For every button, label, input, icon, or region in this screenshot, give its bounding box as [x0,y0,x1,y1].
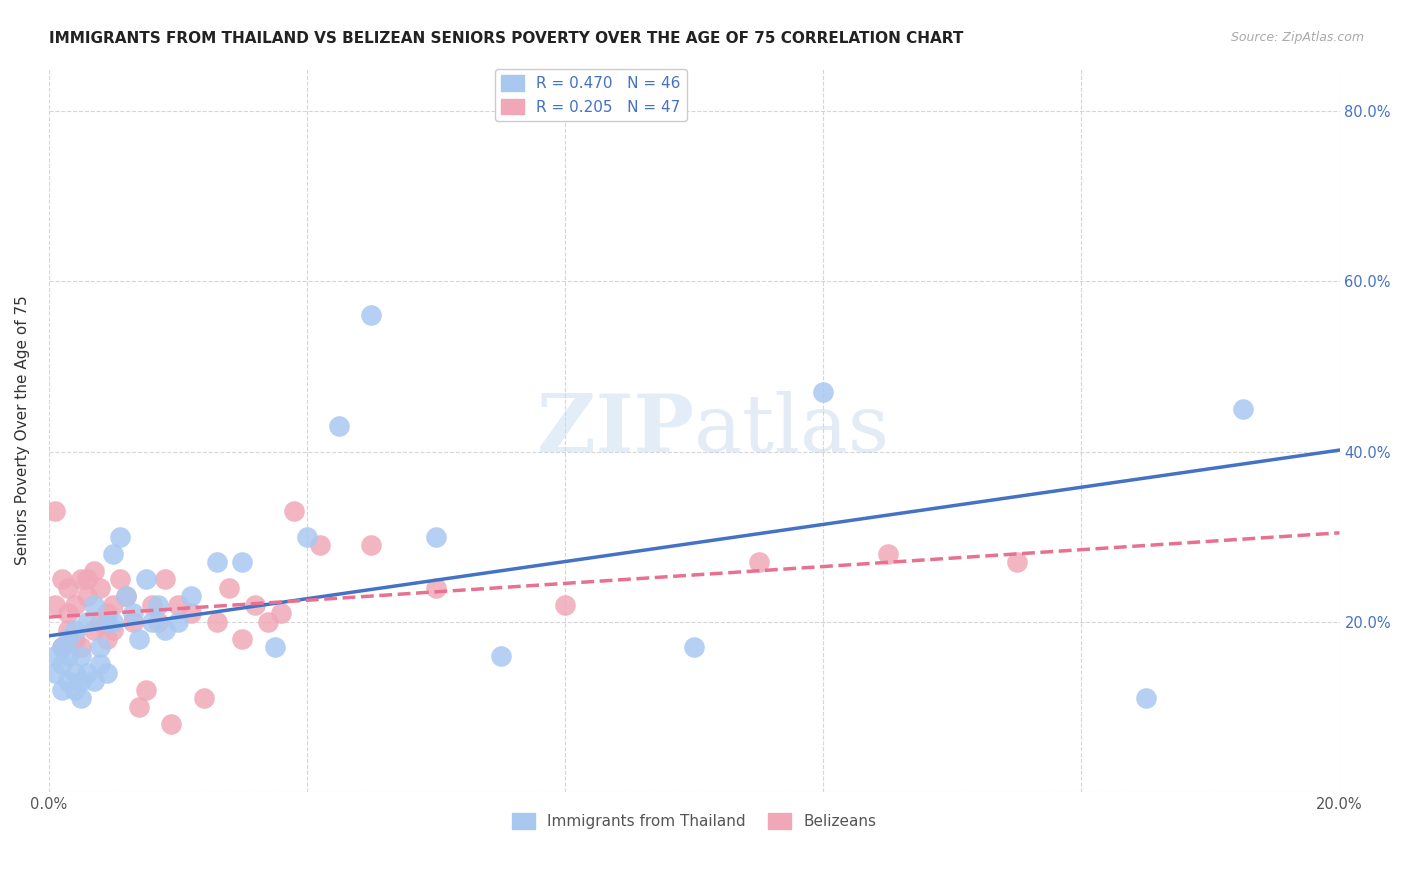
Point [63,682,86,697]
Point [56,674,79,689]
Point [103,598,125,612]
Point [83,624,105,638]
Point [51,640,73,655]
Point [283,504,305,518]
Point [70,648,93,663]
Point [748,555,770,569]
Point [115,589,138,603]
Point [295,530,318,544]
Point [63,632,86,646]
Point [76,615,98,629]
Point [135,682,157,697]
Point [70,674,93,689]
Point [96,606,118,620]
Point [811,384,834,399]
Text: Source: ZipAtlas.com: Source: ZipAtlas.com [1230,31,1364,45]
Point [56,624,79,638]
Point [160,717,183,731]
Point [128,632,150,646]
Point [270,606,292,620]
Point [103,547,125,561]
Point [180,606,202,620]
Text: atlas: atlas [695,392,889,469]
Point [56,606,79,620]
Point [231,555,253,569]
Point [360,538,382,552]
Point [44,598,66,612]
Point [489,648,512,663]
Point [218,581,240,595]
Point [425,581,447,595]
Point [76,572,98,586]
Point [115,589,138,603]
Point [263,640,285,655]
Point [63,665,86,680]
Point [328,419,350,434]
Point [166,598,188,612]
Point [51,640,73,655]
Point [51,682,73,697]
Text: IMMIGRANTS FROM THAILAND VS BELIZEAN SENIORS POVERTY OVER THE AGE OF 75 CORRELAT: IMMIGRANTS FROM THAILAND VS BELIZEAN SEN… [49,31,963,46]
Legend: Immigrants from Thailand, Belizeans: Immigrants from Thailand, Belizeans [506,806,883,835]
Point [148,615,170,629]
Point [148,598,170,612]
Point [180,589,202,603]
Point [70,640,93,655]
Point [1232,401,1254,416]
Point [193,691,215,706]
Point [245,598,267,612]
Point [554,598,576,612]
Point [56,632,79,646]
Point [44,504,66,518]
Point [51,572,73,586]
Point [121,615,143,629]
Point [76,589,98,603]
Point [96,632,118,646]
Point [63,624,86,638]
Point [166,615,188,629]
Point [308,538,330,552]
Point [56,581,79,595]
Point [425,530,447,544]
Point [89,615,111,629]
Point [257,615,280,629]
Point [56,648,79,663]
Point [205,555,228,569]
Point [89,657,111,672]
Point [121,606,143,620]
Point [70,572,93,586]
Point [70,691,93,706]
Point [683,640,706,655]
Point [1005,555,1028,569]
Point [135,572,157,586]
Point [83,598,105,612]
Y-axis label: Seniors Poverty Over the Age of 75: Seniors Poverty Over the Age of 75 [15,295,30,566]
Point [141,598,163,612]
Point [876,547,898,561]
Point [51,657,73,672]
Point [153,572,176,586]
Point [108,572,131,586]
Text: ZIP: ZIP [537,392,695,469]
Point [103,624,125,638]
Point [141,615,163,629]
Point [96,665,118,680]
Point [44,665,66,680]
Point [44,648,66,663]
Point [63,598,86,612]
Point [205,615,228,629]
Point [89,640,111,655]
Point [128,699,150,714]
Point [83,674,105,689]
Point [108,530,131,544]
Point [231,632,253,646]
Point [76,665,98,680]
Point [103,615,125,629]
Point [83,564,105,578]
Point [360,309,382,323]
Point [96,615,118,629]
Point [89,581,111,595]
Point [153,624,176,638]
Point [1135,691,1157,706]
